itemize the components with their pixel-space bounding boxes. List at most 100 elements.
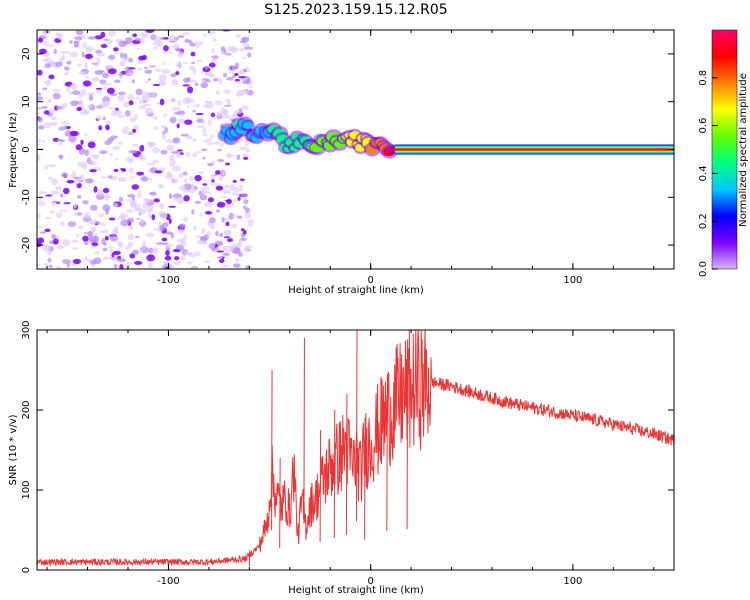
noise-blob	[165, 250, 170, 256]
noise-blob	[95, 221, 101, 225]
noise-blob	[240, 89, 250, 94]
noise-blob	[55, 212, 63, 219]
noise-blob	[189, 42, 197, 47]
noise-blob	[147, 78, 152, 81]
noise-blob	[58, 141, 63, 146]
noise-blob	[227, 68, 232, 72]
colorbar-tick-label: 0.2	[698, 213, 709, 229]
noise-blob	[184, 119, 193, 125]
noise-blob	[108, 217, 116, 221]
noise-blob	[117, 115, 126, 118]
noise-blob	[182, 84, 190, 87]
noise-blob	[178, 173, 184, 179]
noise-blob	[37, 92, 42, 96]
noise-blob	[37, 112, 40, 116]
noise-blob	[119, 60, 126, 67]
noise-blob	[144, 80, 149, 84]
noise-blob	[125, 199, 134, 202]
noise-blob	[118, 40, 127, 48]
noise-blob	[114, 157, 119, 161]
noise-blob	[199, 213, 203, 217]
spectrogram-x-tick-label: 100	[563, 275, 582, 286]
noise-blob	[176, 62, 182, 68]
noise-blob	[73, 41, 79, 48]
noise-blob	[177, 228, 185, 234]
noise-blob	[171, 79, 179, 86]
noise-blob	[225, 230, 231, 236]
noise-blob	[37, 201, 46, 206]
noise-blob	[197, 239, 204, 244]
noise-blob	[69, 130, 79, 137]
noise-blob	[188, 79, 197, 83]
noise-blob	[136, 171, 145, 176]
noise-blob	[87, 36, 97, 40]
noise-blob	[234, 81, 242, 84]
noise-blob	[223, 104, 232, 107]
spectrogram-y-tick-label: 20	[21, 48, 32, 61]
noise-blob	[53, 48, 57, 55]
noise-blob	[113, 168, 119, 172]
noise-blob	[125, 66, 129, 73]
noise-blob	[243, 205, 247, 210]
noise-blob	[84, 149, 90, 157]
noise-blob	[118, 176, 127, 183]
noise-blob	[174, 48, 183, 51]
noise-blob	[223, 188, 227, 195]
noise-blob	[233, 263, 241, 268]
noise-blob	[136, 217, 140, 220]
noise-blob	[59, 221, 65, 227]
noise-blob	[216, 250, 225, 253]
noise-blob	[139, 144, 145, 152]
noise-blob	[102, 72, 109, 79]
noise-blob	[211, 48, 216, 53]
noise-blob	[248, 85, 253, 88]
noise-blob	[164, 255, 172, 261]
noise-blob	[159, 224, 166, 232]
noise-blob	[148, 178, 153, 181]
noise-blob	[55, 105, 64, 110]
noise-blob	[113, 226, 119, 233]
noise-blob	[155, 67, 162, 72]
noise-blob	[62, 239, 71, 246]
noise-blob	[223, 184, 231, 189]
noise-blob	[215, 170, 221, 175]
noise-blob	[183, 195, 190, 202]
snr-spike	[406, 365, 409, 530]
noise-blob	[225, 221, 230, 227]
noise-blob	[64, 130, 72, 137]
noise-blob	[37, 263, 41, 267]
noise-blob	[127, 194, 136, 198]
noise-blob	[244, 211, 251, 219]
noise-blob	[59, 57, 64, 63]
noise-blob	[103, 241, 107, 246]
noise-blob	[123, 126, 130, 132]
noise-blob	[118, 197, 123, 202]
noise-blob	[235, 33, 241, 38]
noise-blob	[91, 77, 100, 82]
noise-blob	[71, 247, 80, 250]
noise-blob	[139, 249, 145, 252]
noise-blob	[200, 71, 204, 74]
noise-blob	[165, 174, 174, 180]
noise-blob	[47, 177, 54, 180]
noise-blob	[132, 128, 137, 133]
noise-blob	[96, 115, 102, 121]
noise-blob	[98, 213, 105, 218]
colorbar-ticks: 0.0 0.2 0.4 0.6 0.8	[698, 70, 718, 277]
noise-blob	[88, 139, 96, 143]
noise-blob	[232, 247, 241, 255]
noise-blob	[96, 189, 105, 197]
noise-blob	[91, 62, 99, 65]
noise-blob	[180, 254, 186, 261]
noise-blob	[141, 176, 149, 182]
noise-blob	[194, 251, 201, 257]
noise-blob	[219, 142, 224, 147]
noise-blob	[125, 156, 134, 163]
snr-spike	[364, 417, 366, 540]
noise-blob	[152, 83, 161, 87]
noise-blob	[192, 138, 197, 142]
noise-blob	[208, 73, 216, 79]
noise-blob	[108, 137, 115, 141]
noise-blob	[38, 125, 45, 130]
noise-blob	[56, 245, 65, 250]
